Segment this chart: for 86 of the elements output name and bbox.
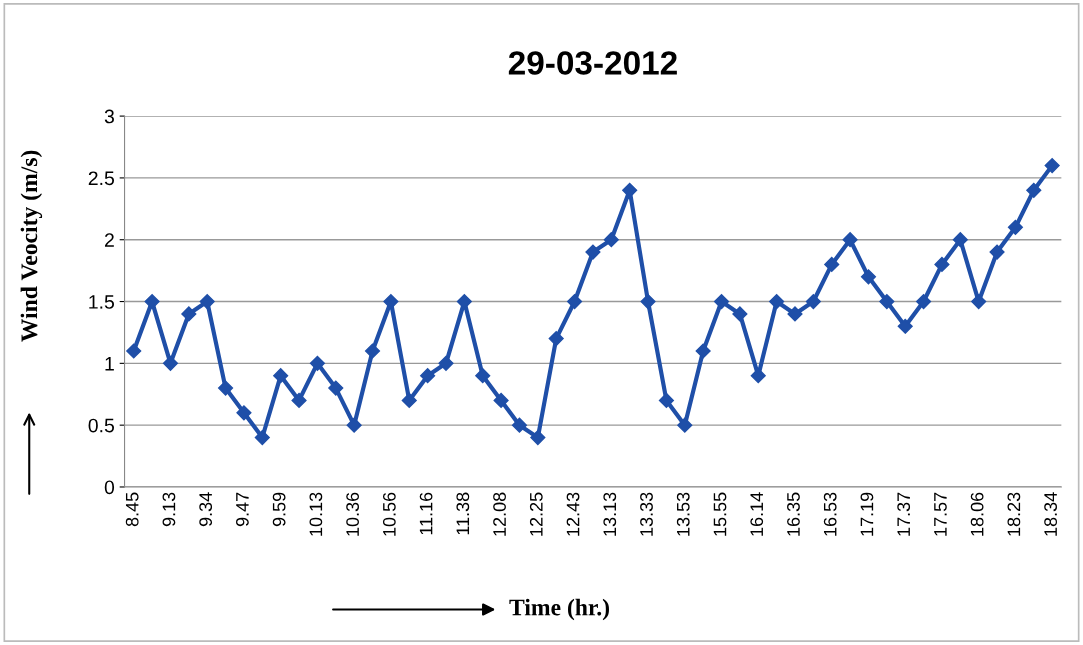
point bbox=[640, 293, 656, 310]
y-tick-label: 2.5 bbox=[88, 171, 115, 186]
x-tick-label: 16.14 bbox=[750, 492, 764, 536]
point bbox=[952, 232, 968, 248]
y-tick-label: 3 bbox=[104, 109, 114, 124]
point bbox=[181, 306, 197, 322]
chart-title: 29-03-2012 bbox=[508, 51, 677, 75]
point bbox=[695, 343, 711, 359]
point bbox=[879, 293, 895, 310]
y-tick-label: 0.5 bbox=[88, 418, 115, 433]
point bbox=[585, 244, 601, 260]
y-axis-title: Wind Veocity (m/s) bbox=[20, 150, 43, 342]
x-tick-label: 11.16 bbox=[419, 492, 433, 535]
x-tick-label: 17.57 bbox=[934, 492, 947, 536]
point bbox=[328, 380, 344, 396]
point bbox=[530, 429, 546, 446]
x-tick-label: 10.36 bbox=[346, 492, 359, 536]
point bbox=[511, 417, 528, 433]
point bbox=[622, 182, 638, 198]
point bbox=[475, 368, 491, 384]
point bbox=[438, 355, 454, 371]
x-tick-label: 8.45 bbox=[125, 492, 139, 527]
point bbox=[824, 256, 840, 273]
point bbox=[769, 293, 785, 310]
point bbox=[677, 417, 693, 433]
point bbox=[916, 293, 932, 310]
point bbox=[162, 355, 179, 371]
point bbox=[236, 405, 252, 421]
x-tick-label: 18.06 bbox=[970, 492, 984, 536]
y-tick-label: 1 bbox=[105, 357, 114, 371]
x-tick-label: 12.08 bbox=[493, 492, 506, 536]
x-axis-title: Time (hr.) bbox=[509, 598, 609, 621]
x-tick-label: 9.47 bbox=[236, 492, 249, 527]
point bbox=[842, 232, 858, 248]
point bbox=[254, 429, 270, 446]
point bbox=[603, 232, 619, 248]
x-tick-label: 15.55 bbox=[713, 492, 727, 536]
point bbox=[218, 380, 234, 396]
point bbox=[383, 293, 399, 310]
x-tick-label: 10.13 bbox=[309, 492, 323, 536]
point bbox=[1044, 157, 1060, 174]
point bbox=[548, 331, 564, 347]
point bbox=[199, 293, 215, 310]
point bbox=[989, 244, 1005, 260]
point bbox=[934, 256, 950, 273]
y-tick-label: 1.5 bbox=[89, 295, 115, 309]
point bbox=[567, 293, 583, 310]
x-tick-label: 9.13 bbox=[162, 492, 176, 527]
point bbox=[273, 368, 289, 384]
x-tick-label: 18.23 bbox=[1007, 492, 1021, 536]
point bbox=[713, 293, 730, 310]
x-tick-label: 12.43 bbox=[566, 492, 580, 536]
x-tick-label: 16.53 bbox=[823, 492, 837, 536]
point bbox=[144, 293, 160, 310]
x-tick-label: 10.56 bbox=[382, 492, 396, 536]
point bbox=[787, 306, 803, 322]
point bbox=[750, 368, 766, 384]
x-tick-label: 17.19 bbox=[860, 492, 874, 536]
x-tick-label: 9.34 bbox=[199, 492, 213, 527]
point bbox=[732, 306, 748, 322]
x-tick-label: 16.35 bbox=[787, 492, 800, 536]
y-tick-label: 2 bbox=[104, 233, 114, 247]
point bbox=[971, 293, 987, 310]
point bbox=[897, 318, 913, 334]
x-tick-label: 11.38 bbox=[456, 492, 470, 535]
point bbox=[860, 269, 877, 285]
point bbox=[420, 368, 436, 384]
x-tick-label: 17.37 bbox=[897, 492, 911, 536]
point bbox=[346, 417, 362, 433]
point bbox=[805, 293, 821, 310]
point bbox=[1026, 182, 1042, 198]
x-tick-label: 12.25 bbox=[529, 492, 543, 536]
x-tick-label: 13.13 bbox=[603, 492, 617, 536]
x-tick-label: 18.34 bbox=[1044, 492, 1057, 536]
point bbox=[126, 343, 142, 359]
x-tick-label: 13.53 bbox=[676, 492, 690, 536]
y-tick-label: 0 bbox=[104, 480, 115, 495]
point bbox=[309, 355, 325, 371]
point bbox=[658, 392, 674, 409]
point bbox=[291, 392, 307, 409]
point bbox=[401, 392, 417, 409]
x-tick-label: 9.59 bbox=[272, 492, 286, 527]
point bbox=[364, 343, 381, 359]
point bbox=[493, 392, 509, 409]
x-tick-label: 13.33 bbox=[640, 492, 653, 536]
point bbox=[1007, 219, 1023, 235]
